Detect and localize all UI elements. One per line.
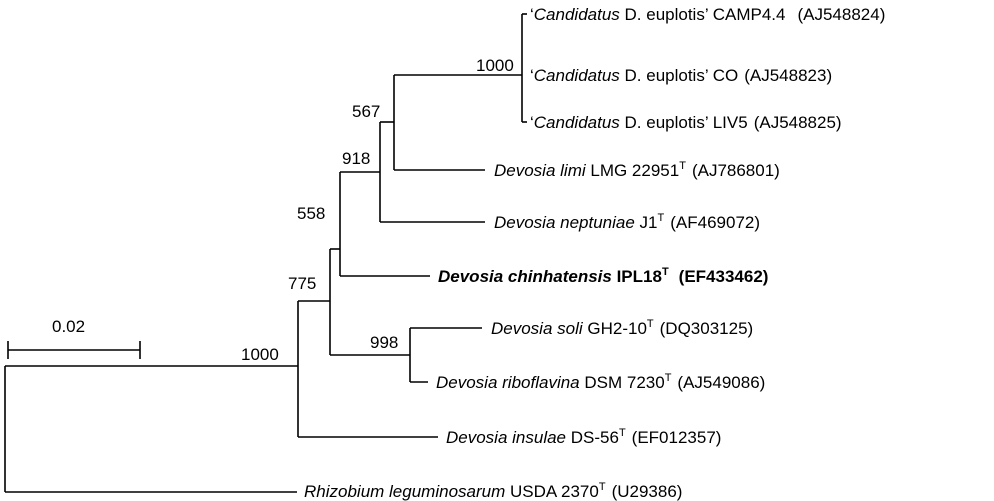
taxon-label: Devosia riboflavina DSM 7230T (AJ549086) — [436, 372, 765, 392]
taxon-label: Rhizobium leguminosarum USDA 2370T (U2938… — [304, 481, 682, 501]
taxon-accession: (EF433462) — [679, 267, 769, 286]
type-strain-mark: T — [665, 372, 672, 384]
taxon-quote-open: ‘ — [530, 113, 534, 132]
taxon-accession: (AJ548824) — [797, 5, 885, 24]
taxon-genus: Devosia riboflavina — [436, 373, 580, 392]
taxon-accession: (U29386) — [612, 482, 683, 501]
taxon-genus: Rhizobium leguminosarum — [304, 482, 505, 501]
taxon-accession: (DQ303125) — [660, 319, 754, 338]
type-strain-mark: T — [647, 318, 654, 330]
taxon-rest: GH2-10 — [583, 319, 647, 338]
taxon-genus: Devosia chinhatensis — [438, 267, 612, 286]
taxon-label: Devosia neptuniae J1T (AF469072) — [494, 212, 760, 232]
taxon-accession: (AJ548825) — [754, 113, 842, 132]
taxon-rest: D. euplotis’ LIV5 — [620, 113, 748, 132]
taxon-quote-open: ‘ — [530, 5, 534, 24]
type-strain-mark: T — [662, 266, 669, 278]
bootstrap-values: 1000 567 918 558 775 998 1000 — [241, 56, 514, 364]
scale-bar: 0.02 — [7, 317, 141, 359]
type-strain-mark: T — [599, 481, 606, 493]
taxon-genus: Devosia soli — [491, 319, 584, 338]
taxon-genus: Devosia insulae — [446, 428, 566, 447]
taxon-genus: Devosia limi — [494, 161, 587, 180]
taxon-rest: D. euplotis’ CAMP4.4 — [620, 5, 786, 24]
taxon-label: ‘Candidatus D. euplotis’ CAMP4.4 (AJ54882… — [530, 5, 885, 24]
taxon-label: Devosia limi LMG 22951T (AJ786801) — [494, 160, 780, 180]
bootstrap-limi: 567 — [352, 102, 380, 121]
bootstrap-devosia: 1000 — [241, 345, 279, 364]
taxon-accession: (AJ549086) — [677, 373, 765, 392]
scale-bar-label: 0.02 — [52, 317, 85, 336]
taxon-rest: DSM 7230 — [580, 373, 665, 392]
taxon-rest: LMG 22951 — [586, 161, 680, 180]
taxon-accession: (AF469072) — [670, 213, 760, 232]
tree-branches — [4, 13, 527, 493]
taxon-rest: IPL18 — [612, 267, 662, 286]
taxon-label: Devosia soli GH2-10T (DQ303125) — [491, 318, 753, 338]
type-strain-mark: T — [658, 212, 665, 224]
bootstrap-chinhatensis: 558 — [297, 204, 325, 223]
taxon-genus: Devosia neptuniae — [494, 213, 635, 232]
type-strain-mark: T — [679, 160, 686, 172]
taxon-accession: (AJ548823) — [744, 66, 832, 85]
bootstrap-soli: 998 — [370, 333, 398, 352]
taxon-genus: Candidatus — [534, 66, 621, 85]
taxon-genus: Candidatus — [534, 113, 621, 132]
bootstrap-neptuniae: 918 — [342, 149, 370, 168]
taxon-label: ‘Candidatus D. euplotis’ CO (AJ548823) — [530, 66, 832, 85]
taxon-rest: J1 — [635, 213, 658, 232]
taxon-rest: USDA 2370 — [505, 482, 599, 501]
taxon-label-highlight: Devosia chinhatensis IPL18T (EF433462) — [438, 266, 768, 286]
taxon-label: ‘Candidatus D. euplotis’ LIV5 (AJ548825) — [530, 113, 842, 132]
taxon-rest: D. euplotis’ CO — [620, 66, 738, 85]
taxon-labels: ‘Candidatus D. euplotis’ CAMP4.4 (AJ54882… — [304, 5, 885, 501]
taxon-quote-open: ‘ — [530, 66, 534, 85]
taxon-genus: Candidatus — [534, 5, 621, 24]
type-strain-mark: T — [619, 427, 626, 439]
bootstrap-core: 775 — [288, 274, 316, 293]
taxon-accession: (AJ786801) — [692, 161, 780, 180]
taxon-rest: DS-56 — [566, 428, 619, 447]
bootstrap-candidatus: 1000 — [476, 56, 514, 75]
taxon-accession: (EF012357) — [632, 428, 722, 447]
taxon-label: Devosia insulae DS-56T (EF012357) — [446, 427, 721, 447]
